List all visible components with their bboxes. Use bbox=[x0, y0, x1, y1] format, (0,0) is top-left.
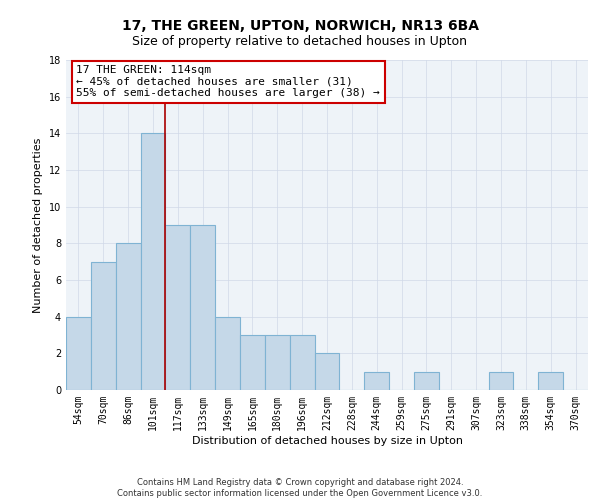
Bar bbox=[265, 335, 290, 390]
Bar bbox=[215, 316, 240, 390]
Text: Contains HM Land Registry data © Crown copyright and database right 2024.
Contai: Contains HM Land Registry data © Crown c… bbox=[118, 478, 482, 498]
Text: 17, THE GREEN, UPTON, NORWICH, NR13 6BA: 17, THE GREEN, UPTON, NORWICH, NR13 6BA bbox=[121, 18, 479, 32]
Bar bbox=[290, 335, 314, 390]
Bar bbox=[538, 372, 563, 390]
Bar bbox=[116, 244, 140, 390]
Bar bbox=[66, 316, 91, 390]
Bar bbox=[488, 372, 514, 390]
Text: 17 THE GREEN: 114sqm
← 45% of detached houses are smaller (31)
55% of semi-detac: 17 THE GREEN: 114sqm ← 45% of detached h… bbox=[76, 65, 380, 98]
Bar bbox=[166, 225, 190, 390]
Bar bbox=[364, 372, 389, 390]
Bar bbox=[414, 372, 439, 390]
Bar bbox=[314, 354, 340, 390]
Bar bbox=[91, 262, 116, 390]
Bar bbox=[140, 134, 166, 390]
Bar bbox=[190, 225, 215, 390]
Bar bbox=[240, 335, 265, 390]
X-axis label: Distribution of detached houses by size in Upton: Distribution of detached houses by size … bbox=[191, 436, 463, 446]
Y-axis label: Number of detached properties: Number of detached properties bbox=[33, 138, 43, 312]
Text: Size of property relative to detached houses in Upton: Size of property relative to detached ho… bbox=[133, 34, 467, 48]
